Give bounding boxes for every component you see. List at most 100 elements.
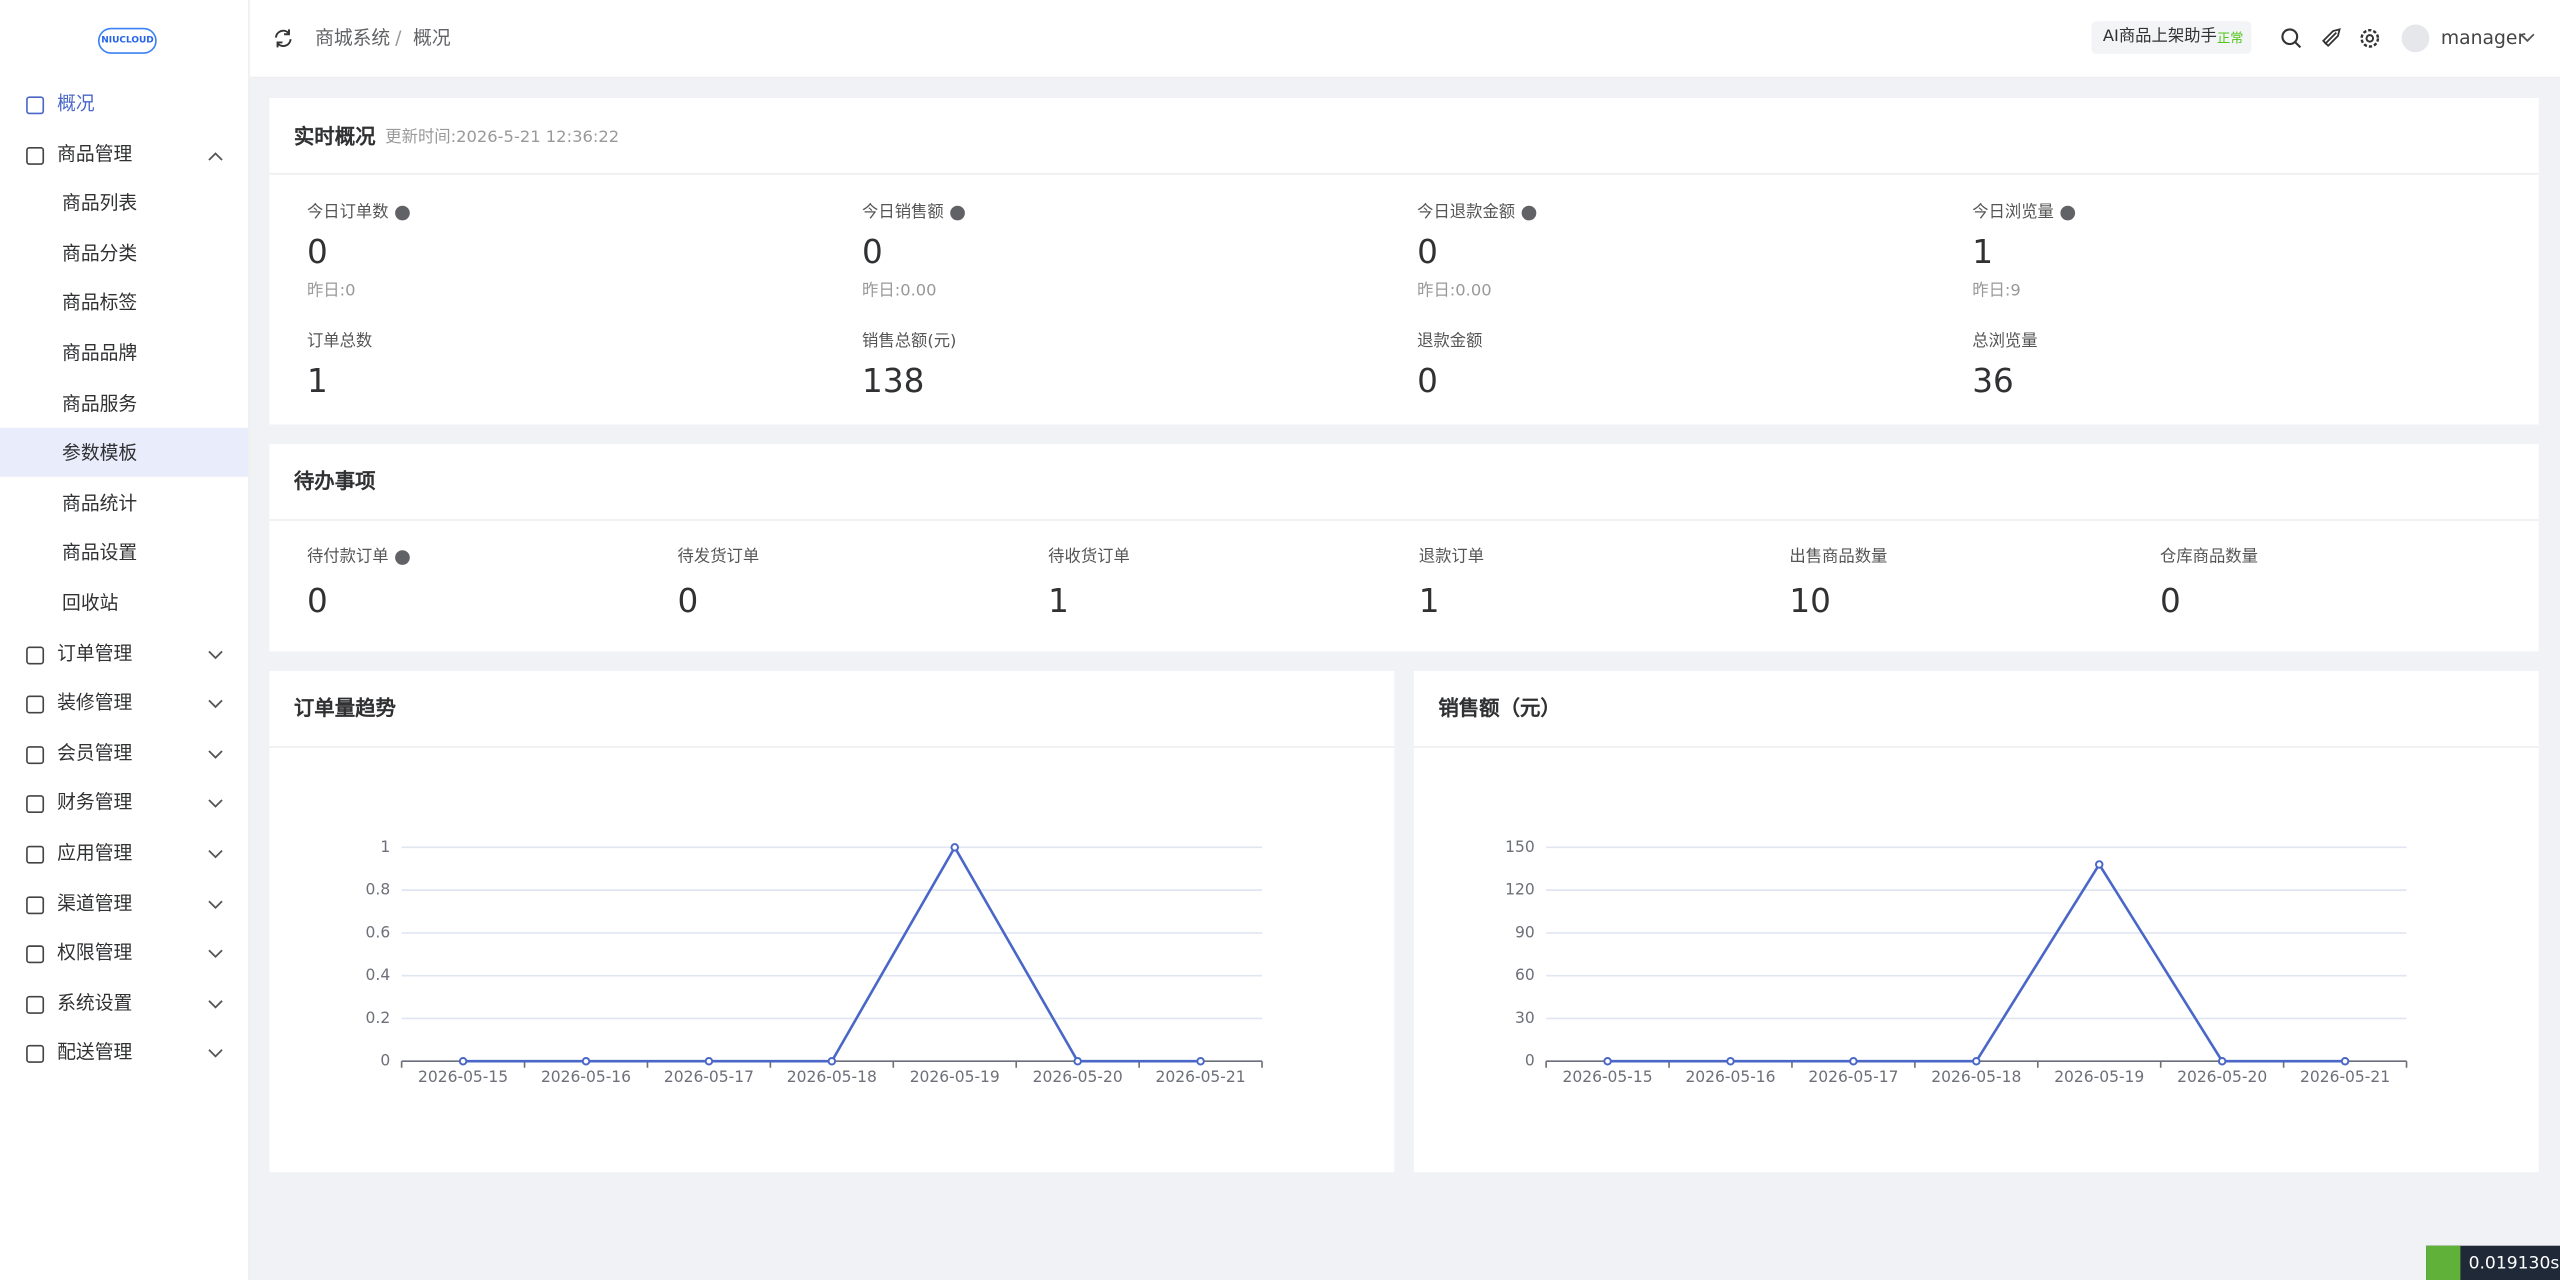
menu-item[interactable]: 系统设置 (57, 990, 133, 1014)
x-tick-label: 2026-05-16 (1685, 1068, 1775, 1086)
submenu-item[interactable]: 商品设置 (62, 541, 138, 564)
chevron (208, 650, 223, 659)
x-tick-label: 2026-05-15 (418, 1068, 508, 1086)
todo-value: 1 (1418, 581, 1440, 621)
menu-item[interactable]: 权限管理 (57, 940, 133, 964)
logo-text: NIUCLOUD (101, 35, 154, 46)
submenu-item[interactable]: 商品标签 (62, 291, 138, 315)
line (1607, 861, 2346, 1063)
todo-value: 10 (1789, 581, 1831, 621)
submenu-item[interactable]: 商品统计 (62, 491, 138, 514)
breadcrumb[interactable]: 商城系统 (315, 26, 391, 49)
menu-item[interactable]: 渠道管理 (57, 890, 133, 914)
menu-item[interactable]: 订单管理 (57, 640, 133, 664)
y-tick-label: 60 (1515, 966, 1535, 984)
x-tick-label: 2026-05-20 (1033, 1068, 1123, 1086)
todo-value: 0 (2160, 581, 2181, 621)
chart-card: 销售额（元） 0 30 60 90 120 150 2026-05-15 2026-05-16 2… (1413, 671, 2539, 1173)
assistant-badge[interactable]: AI商品上架助手 正常 (2091, 21, 2252, 54)
help-icon[interactable] (950, 205, 965, 221)
chevron (208, 849, 223, 859)
y-tick-label: 0.2 (366, 1009, 391, 1027)
menu-icon (26, 96, 45, 115)
total-label: 退款金额 (1417, 333, 1483, 352)
breadcrumb-sep: / (395, 26, 402, 49)
menu-item[interactable]: 商品管理 (57, 141, 133, 165)
user-name[interactable]: manager (2440, 26, 2526, 49)
x-tick-label: 2026-05-17 (1808, 1068, 1898, 1086)
point (1726, 1056, 1735, 1066)
timer: 0.019130s (2468, 1253, 2560, 1274)
chevron-path (208, 999, 223, 1009)
realtime-card: 实时概况 更新时间:2026-5-21 12:36:22 今日订单数 0 昨日:0 今… (269, 97, 2539, 425)
point (581, 1056, 591, 1066)
total-label: 销售总额(元) (862, 333, 957, 352)
settings-icon[interactable] (2359, 28, 2380, 49)
chevron-path (208, 151, 223, 160)
menu-icon (26, 645, 45, 664)
point (950, 843, 959, 852)
menu-item[interactable]: 配送管理 (57, 1040, 133, 1064)
stat-label: 今日浏览量 (1972, 204, 2054, 223)
total-value: 138 (862, 360, 925, 400)
point (1849, 1056, 1858, 1066)
menu-item[interactable]: 财务管理 (57, 790, 133, 814)
header: 商城系统 / 概况 AI商品上架助手 正常 manager (249, 0, 2560, 79)
y-tick-label: 30 (1515, 1009, 1535, 1027)
logo[interactable] (97, 27, 157, 54)
y-tick-label: 0 (380, 1052, 390, 1070)
y-tick-label: 0.6 (366, 923, 391, 941)
assistant-status: 正常 (2217, 31, 2244, 46)
help-icon[interactable] (395, 205, 410, 221)
refresh-icon[interactable] (273, 28, 294, 49)
timer-logo (2426, 1245, 2461, 1280)
chevron (208, 899, 223, 909)
menu-item[interactable]: 会员管理 (57, 740, 133, 764)
submenu-item[interactable]: 商品列表 (62, 191, 138, 215)
todo-card: 待办事项 待付款订单 0 待发货订单 0 待收货订单 1 退款订单 1 出售商品数量 10 仓库商品… (269, 444, 2539, 652)
x-tick-label: 2026-05-15 (1563, 1068, 1653, 1086)
help-icon[interactable] (395, 550, 410, 565)
submenu-item[interactable]: 商品分类 (62, 241, 138, 265)
help-icon[interactable] (1521, 205, 1537, 221)
search-icon[interactable] (2281, 28, 2302, 49)
x-tick-label: 2026-05-17 (664, 1068, 754, 1086)
stat-value: 0 (862, 231, 883, 272)
menu-icon (26, 695, 45, 714)
menu-item[interactable]: 应用管理 (57, 840, 133, 864)
submenu-item[interactable]: 商品服务 (62, 391, 138, 415)
point (1603, 1056, 1612, 1066)
avatar[interactable] (2401, 24, 2430, 53)
y-tick-label: 90 (1515, 923, 1535, 941)
chevron-path (208, 800, 223, 809)
breadcrumb: 概况 (413, 26, 451, 49)
rocket-icon[interactable] (2320, 28, 2341, 49)
help-icon[interactable] (2060, 205, 2076, 221)
submenu-item[interactable]: 回收站 (62, 591, 119, 614)
menu-item[interactable]: 装修管理 (57, 690, 133, 714)
submenu-item[interactable]: 参数模板 (62, 441, 138, 464)
x-tick-label: 2026-05-16 (541, 1068, 631, 1086)
total-value: 36 (1972, 360, 2014, 400)
chart: 0 0.2 0.4 0.6 0.8 1 2026-05-15 2026-05-16 2026-0… (366, 838, 1263, 1086)
chevron-path (208, 650, 223, 659)
chevron (208, 700, 223, 709)
point (1073, 1056, 1082, 1066)
submenu-item[interactable]: 商品品牌 (62, 341, 138, 365)
chart-card: 订单量趋势 0 0.2 0.4 0.6 0.8 1 2026-05-15 2026-05-16 2… (269, 671, 1395, 1173)
y-tick-label: 120 (1505, 881, 1535, 899)
menu-item[interactable]: 概况 (57, 91, 95, 115)
x-tick-label: 2026-05-21 (1156, 1068, 1246, 1086)
point (704, 1056, 714, 1066)
menu-icon (26, 995, 45, 1014)
stat-yesterday: 昨日:0 (306, 282, 356, 301)
chevron-path (208, 899, 223, 909)
menu-icon (26, 745, 45, 764)
stat-value: 0 (306, 231, 328, 272)
stat-yesterday: 昨日:9 (1972, 282, 2021, 301)
chevron-path (208, 1049, 223, 1059)
y-tick-label: 0 (1525, 1052, 1535, 1070)
menu-icon (26, 1045, 45, 1064)
y-tick-label: 0.8 (366, 881, 391, 899)
